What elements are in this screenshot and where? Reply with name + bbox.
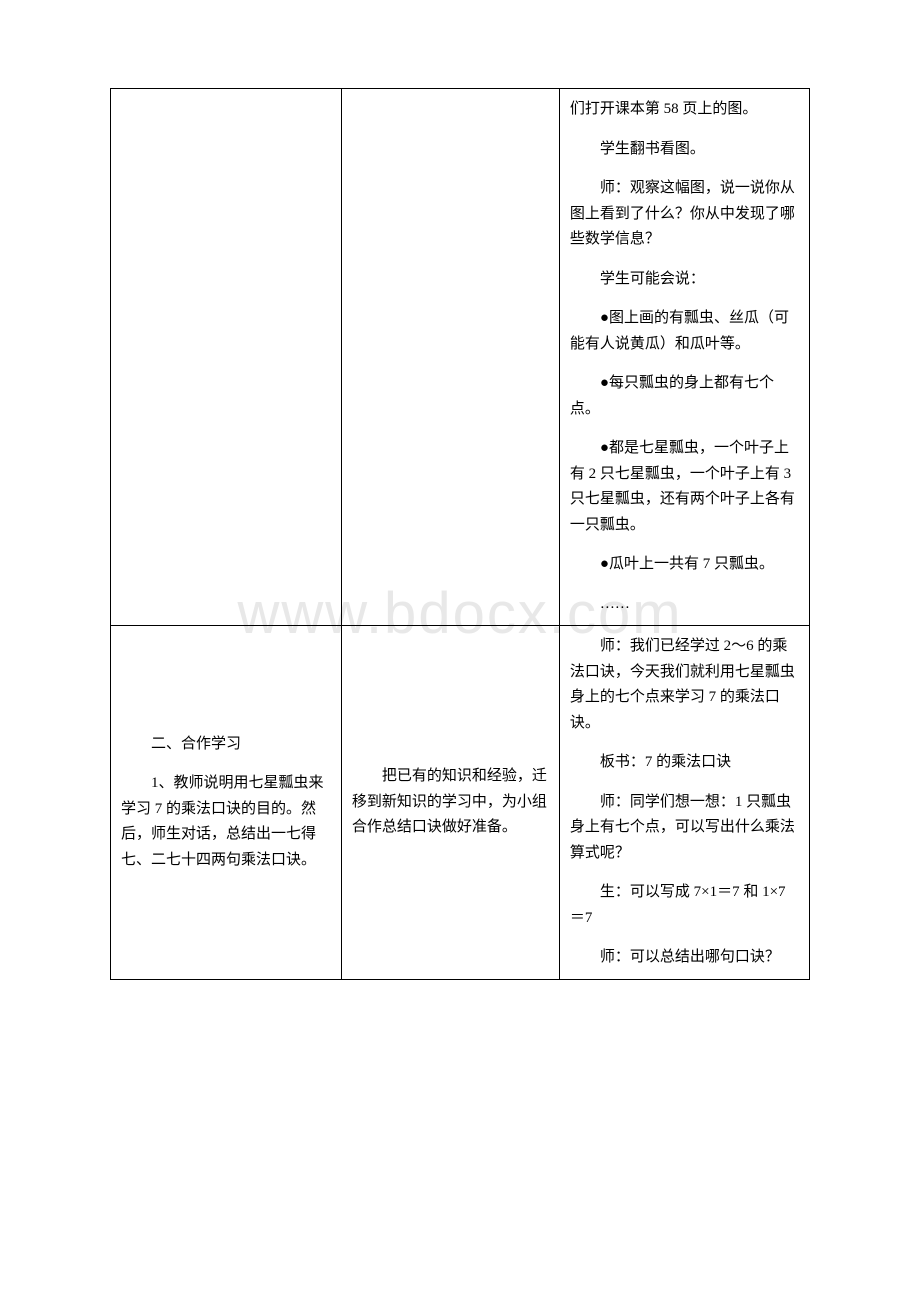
paragraph: 师：观察这幅图，说一说你从图上看到了什么？你从中发现了哪些数学信息？ (570, 176, 799, 253)
document-page: www.bdocx.com 们打开课本第 58 页上的图。 学生翻书看图。 师：… (0, 0, 920, 1050)
paragraph: 板书：7 的乘法口诀 (570, 750, 799, 776)
paragraph: …… (570, 592, 799, 618)
paragraph: 师：我们已经学过 2～6 的乘法口诀，今天我们就利用七星瓢虫身上的七个点来学习 … (570, 634, 799, 736)
paragraph: ●都是七星瓢虫，一个叶子上有 2 只七星瓢虫，一个叶子上有 3 只七星瓢虫，还有… (570, 436, 799, 538)
cell-r1c2 (341, 89, 559, 626)
paragraph: 们打开课本第 58 页上的图。 (570, 97, 799, 123)
paragraph: 师：可以总结出哪句口诀？ (570, 945, 799, 971)
paragraph: ●图上画的有瓢虫、丝瓜（可能有人说黄瓜）和瓜叶等。 (570, 306, 799, 357)
table-row: 们打开课本第 58 页上的图。 学生翻书看图。 师：观察这幅图，说一说你从图上看… (111, 89, 810, 626)
paragraph: 学生可能会说： (570, 267, 799, 293)
paragraph: 把已有的知识和经验，迁移到新知识的学习中，为小组合作总结口诀做好准备。 (352, 764, 549, 841)
table-row: 二、合作学习 1、教师说明用七星瓢虫来学习 7 的乘法口诀的目的。然后，师生对话… (111, 626, 810, 980)
paragraph: 师：同学们想一想：1 只瓢虫身上有七个点，可以写出什么乘法算式呢？ (570, 790, 799, 867)
paragraph: ●每只瓢虫的身上都有七个点。 (570, 371, 799, 422)
paragraph: 二、合作学习 (121, 732, 331, 758)
cell-r2c3: 师：我们已经学过 2～6 的乘法口诀，今天我们就利用七星瓢虫身上的七个点来学习 … (559, 626, 809, 980)
paragraph: 学生翻书看图。 (570, 137, 799, 163)
paragraph: 生：可以写成 7×1＝7 和 1×7＝7 (570, 880, 799, 931)
paragraph: ●瓜叶上一共有 7 只瓢虫。 (570, 552, 799, 578)
cell-r2c2: 把已有的知识和经验，迁移到新知识的学习中，为小组合作总结口诀做好准备。 (341, 626, 559, 980)
lesson-plan-table: 们打开课本第 58 页上的图。 学生翻书看图。 师：观察这幅图，说一说你从图上看… (110, 88, 810, 980)
cell-r1c3: 们打开课本第 58 页上的图。 学生翻书看图。 师：观察这幅图，说一说你从图上看… (559, 89, 809, 626)
paragraph: 1、教师说明用七星瓢虫来学习 7 的乘法口诀的目的。然后，师生对话，总结出一七得… (121, 771, 331, 873)
cell-r1c1 (111, 89, 342, 626)
cell-r2c1: 二、合作学习 1、教师说明用七星瓢虫来学习 7 的乘法口诀的目的。然后，师生对话… (111, 626, 342, 980)
